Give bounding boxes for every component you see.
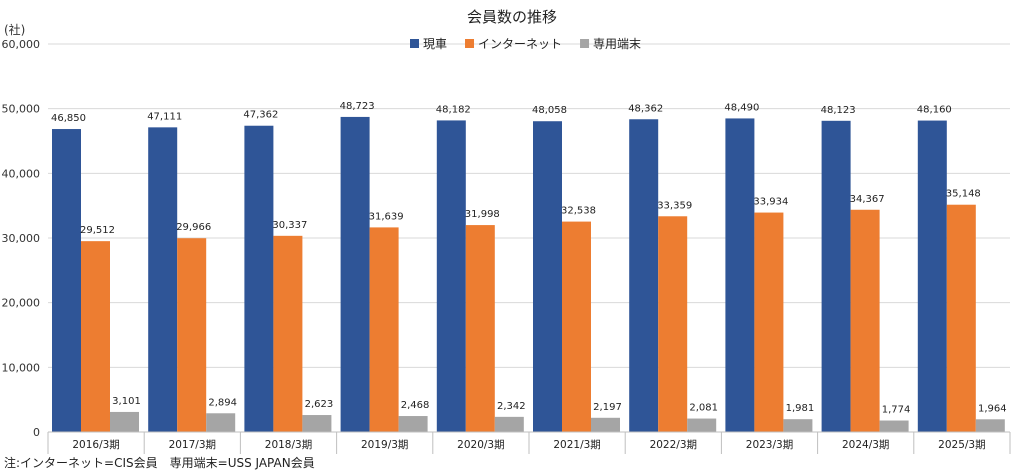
data-label: 48,182 (436, 104, 471, 115)
bar-genshа (244, 125, 274, 432)
bar-terminal (687, 418, 717, 432)
x-tick-label: 2023/3期 (746, 439, 793, 451)
bar-terminal (494, 416, 524, 432)
data-label: 31,639 (369, 211, 404, 222)
bar-terminal (975, 419, 1005, 432)
data-label: 2,081 (689, 403, 718, 414)
bar-internet (850, 209, 880, 432)
x-axis: 2016/3期 2017/3期 2018/3期 2019/3期 2020/3期 2021/… (47, 431, 1011, 454)
bar-internet (754, 212, 784, 432)
data-label: 29,966 (176, 222, 211, 233)
bar-internet (658, 216, 688, 432)
data-label: 34,367 (850, 194, 885, 205)
y-tick-label: 10,000 (2, 361, 41, 374)
bar-terminal (783, 419, 813, 432)
bar-genshа (533, 121, 562, 433)
bar-internet (81, 241, 110, 432)
bar-internet (177, 238, 207, 432)
data-label: 48,362 (628, 103, 663, 114)
x-tick-label: 2021/3期 (553, 439, 600, 451)
bar-terminal (206, 413, 236, 432)
bar-internet (946, 204, 976, 432)
data-label: 47,362 (243, 110, 278, 121)
data-label: 30,337 (272, 220, 307, 231)
x-tick-label: 2024/3期 (842, 439, 889, 451)
chart-title: 会員数の推移 (467, 8, 557, 26)
data-label: 2,468 (401, 400, 430, 411)
data-label: 48,058 (532, 105, 567, 116)
legend: 現車 インターネット 専用端末 (410, 37, 641, 51)
data-label: 33,934 (753, 197, 788, 208)
x-tick-label: 2017/3期 (169, 439, 216, 451)
y-tick-label: 60,000 (2, 38, 41, 51)
data-label: 3,101 (112, 396, 141, 407)
bar-internet (562, 221, 591, 432)
legend-label: インターネット (478, 37, 562, 51)
data-label: 1,981 (786, 403, 815, 414)
bar-genshа (52, 129, 81, 432)
y-axis-unit-label: (社) (4, 22, 25, 37)
data-label: 48,160 (917, 105, 952, 116)
x-tick-label: 2025/3期 (938, 439, 985, 451)
data-label: 1,964 (978, 403, 1007, 414)
data-label: 29,512 (80, 225, 115, 236)
bar-terminal (110, 411, 139, 432)
y-tick-label: 0 (33, 426, 40, 439)
data-label: 33,359 (657, 200, 692, 211)
y-tick-label: 20,000 (2, 297, 41, 310)
bar-genshа (629, 119, 659, 432)
bar-terminal (591, 417, 620, 432)
y-tick-label: 50,000 (2, 103, 41, 116)
gridlines (48, 43, 1010, 433)
data-label: 48,490 (724, 102, 759, 113)
data-label: 35,148 (946, 189, 981, 200)
bar-terminal (398, 416, 428, 432)
legend-swatch (465, 39, 475, 48)
legend-swatch (580, 39, 590, 48)
x-tick-label: 2019/3期 (361, 439, 408, 451)
bar-genshа (917, 120, 947, 432)
data-label: 2,623 (305, 399, 334, 410)
bar-genshа (725, 118, 755, 432)
x-tick-label: 2020/3期 (457, 439, 504, 451)
legend-label: 現車 (423, 37, 447, 51)
data-label: 31,998 (465, 209, 500, 220)
data-label: 32,538 (561, 206, 596, 217)
x-tick-label: 2018/3期 (265, 439, 312, 451)
bar-genshа (436, 120, 466, 432)
bar-terminal (879, 420, 909, 432)
bars (52, 116, 1005, 433)
x-tick-label: 2016/3期 (72, 439, 119, 451)
bar-terminal (302, 415, 332, 432)
bar-genshа (340, 116, 370, 433)
x-tick-label: 2022/3期 (650, 439, 697, 451)
legend-swatch (410, 39, 419, 48)
legend-label: 専用端末 (593, 37, 641, 51)
y-tick-label: 30,000 (2, 232, 41, 245)
bar-internet (369, 227, 399, 432)
bar-genshа (148, 127, 178, 432)
data-label: 2,342 (497, 401, 526, 412)
data-label: 1,774 (882, 405, 911, 416)
bar-genshа (821, 120, 851, 433)
bar-internet (465, 225, 495, 432)
data-label: 48,723 (340, 101, 375, 112)
data-label: 2,894 (208, 397, 237, 408)
y-tick-label: 40,000 (2, 167, 41, 180)
data-label: 46,850 (51, 113, 86, 124)
data-label: 48,123 (821, 105, 856, 116)
y-axis-ticks: 0 10,000 20,000 30,000 40,000 50,000 60,000 (2, 38, 41, 439)
bar-internet (273, 235, 303, 432)
data-label: 47,111 (147, 111, 182, 122)
data-labels: 46,850 29,512 3,101 47,111 29,966 2,894 47,362… (51, 101, 1007, 416)
footnote: 注:インターネット=CIS会員 専用端末=USS JAPAN会員 (4, 455, 315, 470)
data-label: 2,197 (593, 402, 622, 413)
